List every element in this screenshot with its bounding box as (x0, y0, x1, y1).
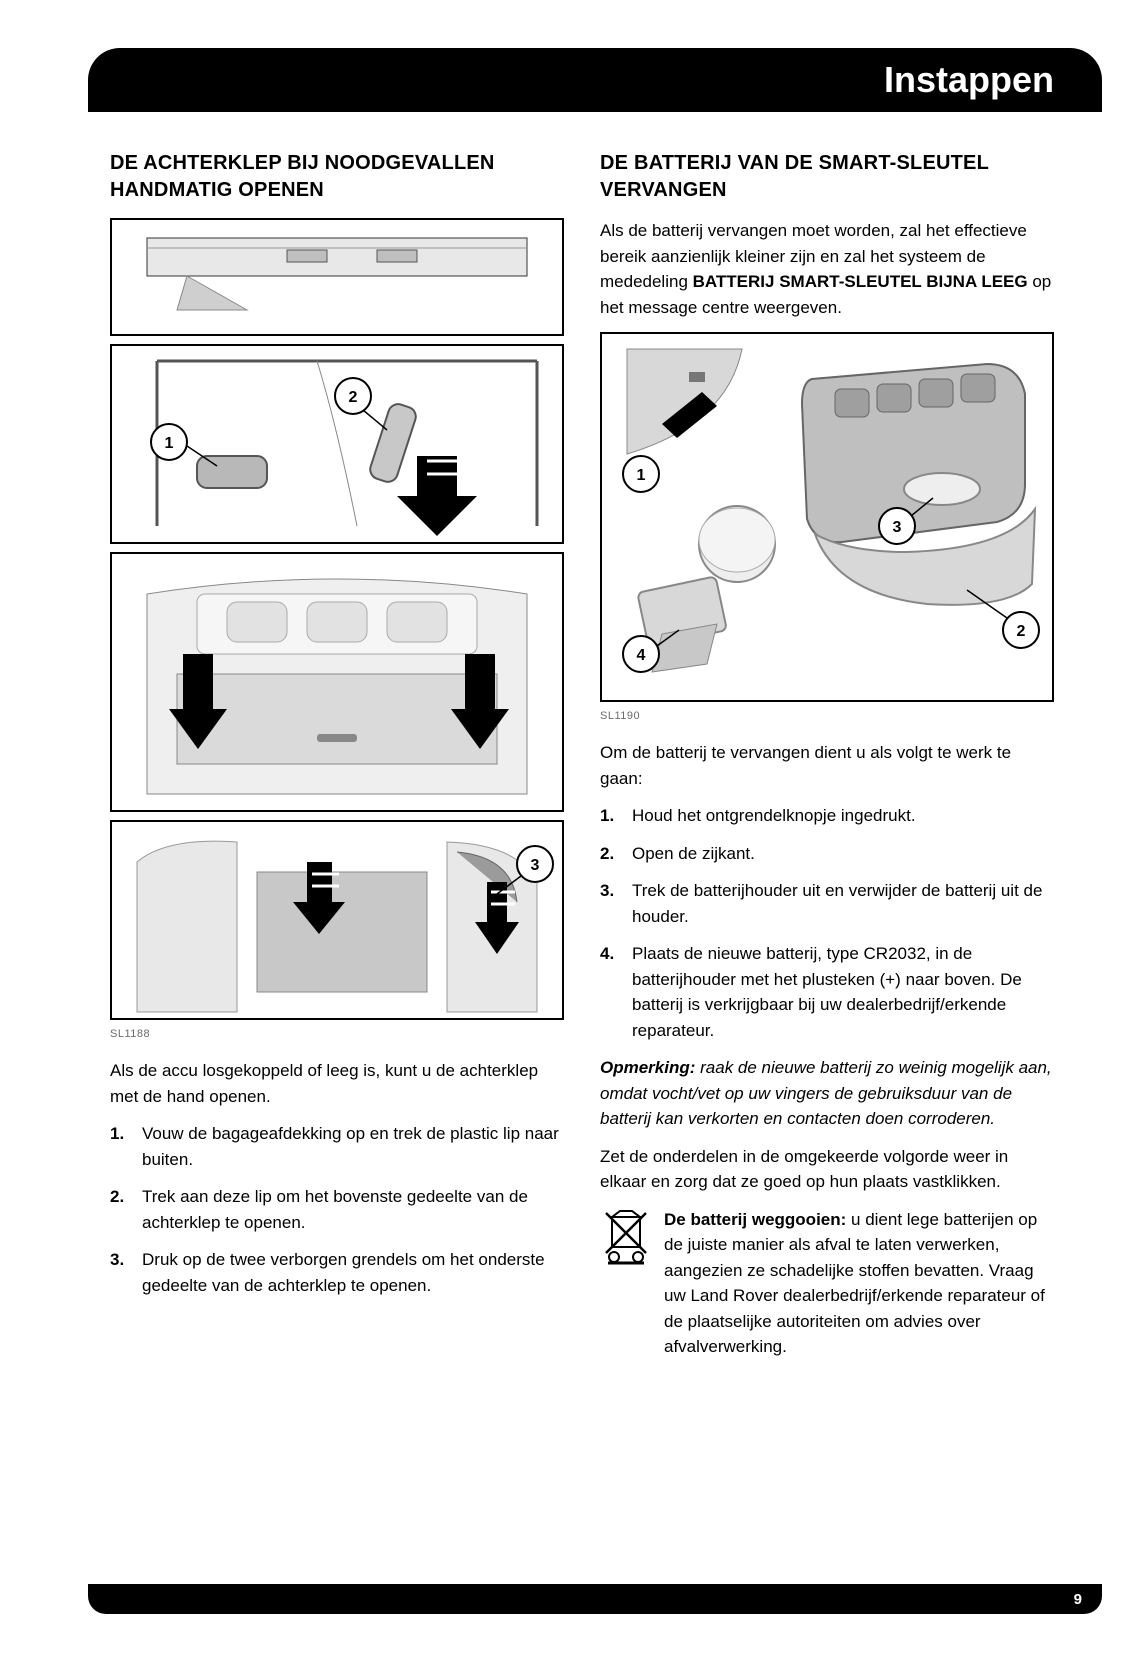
left-column: DE ACHTERKLEP BIJ NOODGEVALLEN HANDMATIG… (110, 150, 564, 1360)
content-columns: DE ACHTERKLEP BIJ NOODGEVALLEN HANDMATIG… (110, 150, 1054, 1360)
header-bar: Instappen (88, 48, 1102, 112)
svg-text:3: 3 (893, 519, 902, 536)
right-column: DE BATTERIJ VAN DE SMART-SLEUTEL VERVANG… (600, 150, 1054, 1360)
right-step-3: Trek de batterijhouder uit en verwijder … (600, 878, 1054, 929)
callout-3: 3 (531, 857, 540, 874)
figure-panel-2: 1 2 (110, 344, 564, 544)
no-trash-icon (600, 1207, 652, 1267)
header-title: Instappen (884, 59, 1054, 101)
right-steps: Houd het ontgrendelknopje ingedrukt. Ope… (600, 803, 1054, 1043)
right-step-2: Open de zijkant. (600, 841, 1054, 867)
disposal-block: De batterij weggooien: u dient lege batt… (600, 1207, 1054, 1360)
disposal-text: u dient lege batterijen op de juiste man… (664, 1210, 1045, 1357)
svg-text:1: 1 (637, 467, 646, 484)
figure-panel-3 (110, 552, 564, 812)
figure-panel-top (110, 218, 564, 336)
left-intro: Als de accu losgekoppeld of leeg is, kun… (110, 1058, 564, 1109)
callout-2: 2 (349, 389, 358, 406)
figure-caption-left: SL1188 (110, 1028, 564, 1040)
footer-bar: 9 (88, 1584, 1102, 1614)
right-intro-bold: BATTERIJ SMART-SLEUTEL BIJNA LEEG (693, 272, 1028, 291)
right-heading: DE BATTERIJ VAN DE SMART-SLEUTEL VERVANG… (600, 150, 1054, 204)
disposal-bold: De batterij weggooien: (664, 1210, 846, 1229)
callout-1: 1 (165, 435, 174, 452)
figure-sl1190: 1 2 3 4 (600, 332, 1054, 702)
right-note: Opmerking: raak de nieuwe batterij zo we… (600, 1055, 1054, 1132)
right-step-4: Plaats de nieuwe batterij, type CR2032, … (600, 941, 1054, 1043)
left-step-2: Trek aan deze lip om het bovenste gedeel… (110, 1184, 564, 1235)
right-intro: Als de batterij vervangen moet worden, z… (600, 218, 1054, 320)
left-step-1: Vouw de bagageafdekking op en trek de pl… (110, 1121, 564, 1172)
svg-text:4: 4 (637, 647, 646, 664)
svg-text:2: 2 (1017, 623, 1026, 640)
figure-panel-4: 3 (110, 820, 564, 1020)
disposal-text-wrap: De batterij weggooien: u dient lege batt… (664, 1207, 1054, 1360)
right-steps-intro: Om de batterij te vervangen dient u als … (600, 740, 1054, 791)
left-step-3: Druk op de twee verborgen grendels om he… (110, 1247, 564, 1298)
left-heading: DE ACHTERKLEP BIJ NOODGEVALLEN HANDMATIG… (110, 150, 564, 204)
left-steps: Vouw de bagageafdekking op en trek de pl… (110, 1121, 564, 1298)
figure-sl1188: 1 2 (110, 218, 564, 1040)
right-step-1: Houd het ontgrendelknopje ingedrukt. (600, 803, 1054, 829)
page-number: 9 (1074, 1591, 1082, 1608)
right-reassemble: Zet de onderdelen in de omgekeerde volgo… (600, 1144, 1054, 1195)
figure-caption-right: SL1190 (600, 710, 1054, 722)
note-label: Opmerking: (600, 1058, 695, 1077)
